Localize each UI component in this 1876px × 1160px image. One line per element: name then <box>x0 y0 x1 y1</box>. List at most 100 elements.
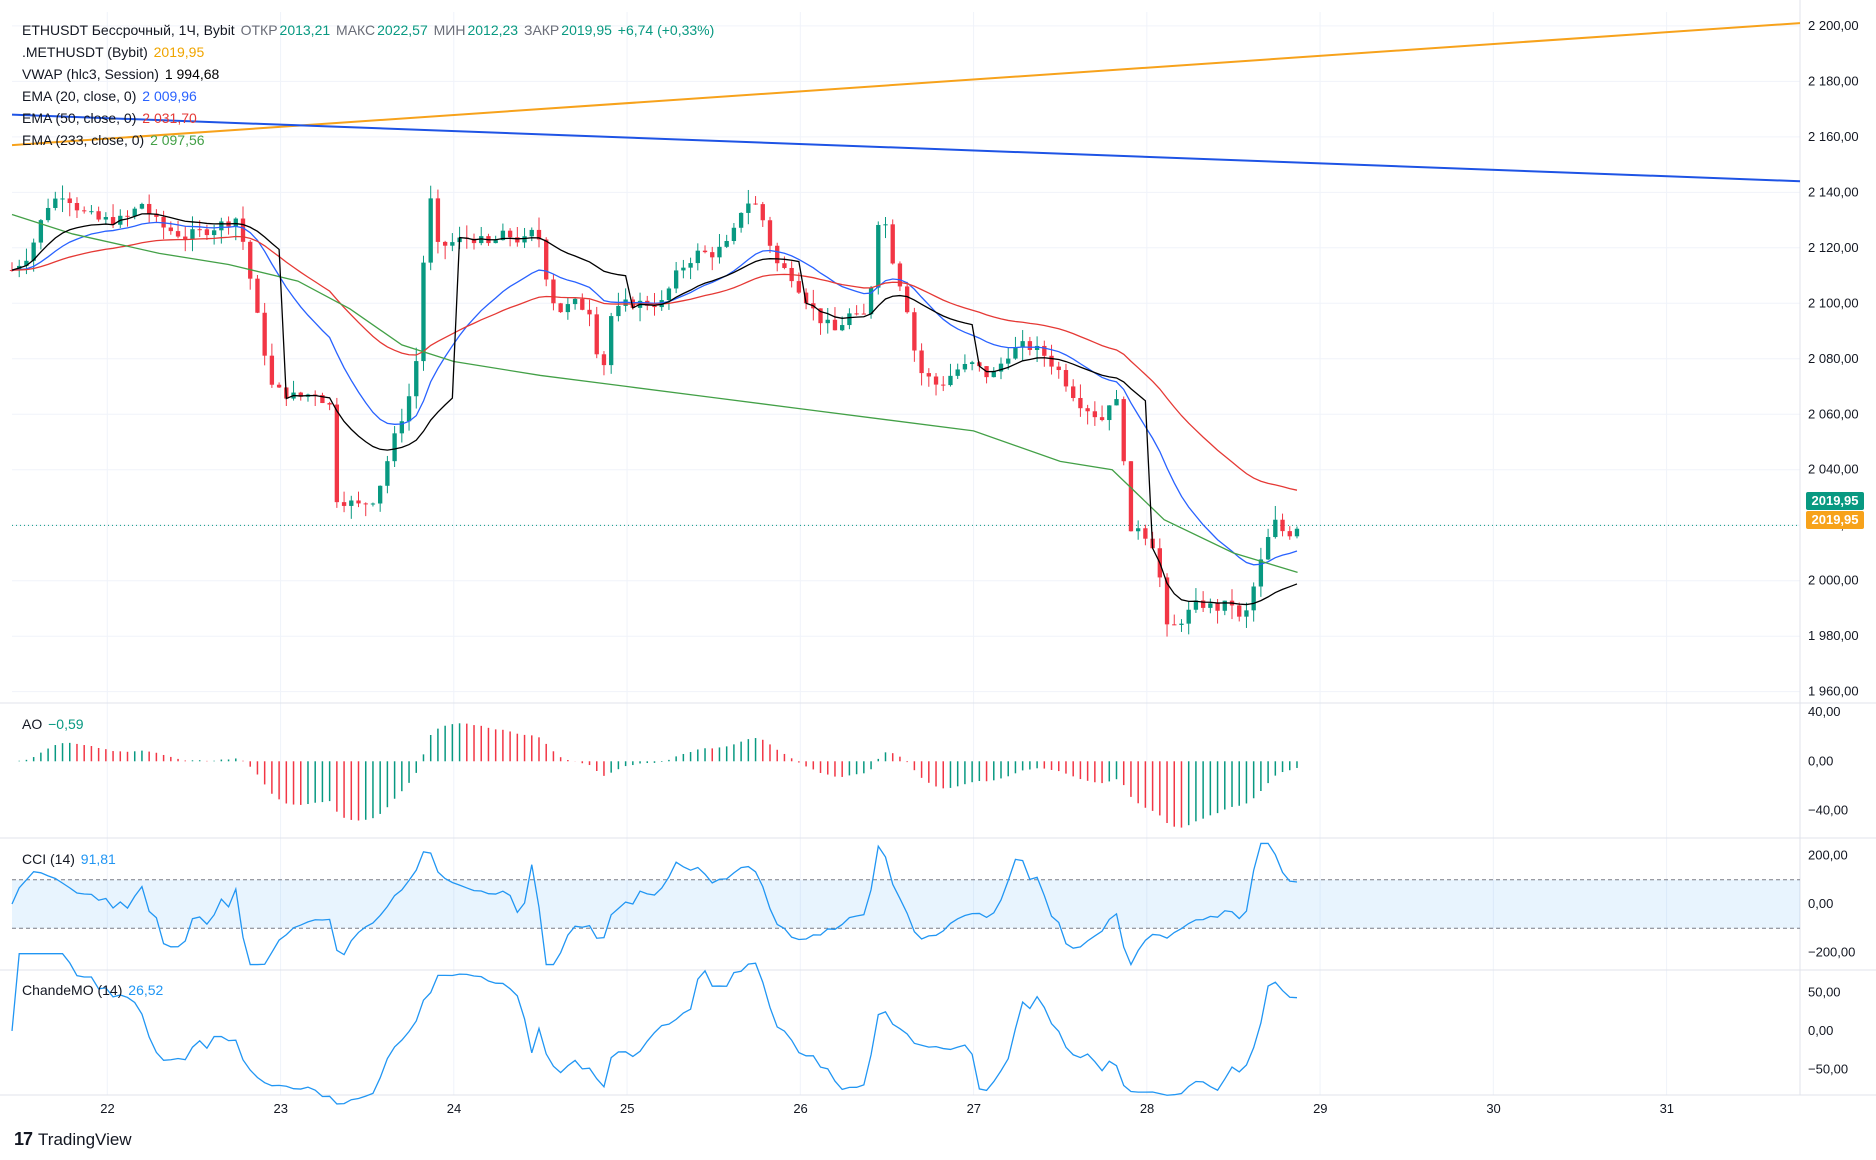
cci-axis-label: 200,00 <box>1808 848 1848 863</box>
candle-body <box>1287 531 1292 537</box>
indicator-legend-3[interactable]: EMA (50, close, 0) 2 031,70 <box>22 108 199 128</box>
candle-body <box>1237 605 1242 617</box>
candle-body <box>82 210 87 212</box>
candle-body <box>204 229 210 236</box>
candle-body <box>767 220 773 246</box>
candle-body <box>998 363 1004 372</box>
candle-body <box>1215 603 1220 611</box>
candle-body <box>327 403 332 405</box>
indicator-legend-1[interactable]: VWAP (hlc3, Session) 1 994,68 <box>22 64 221 84</box>
candle-body <box>912 312 917 351</box>
candle-body <box>1265 537 1271 560</box>
candle-body <box>45 207 51 221</box>
candle-body <box>876 224 881 288</box>
tradingview-logo[interactable]: 17 TradingView <box>14 1129 132 1150</box>
candle-body <box>558 303 563 313</box>
indicator-value: 1 994,68 <box>164 66 220 82</box>
indicator-label: EMA (20, close, 0) <box>22 88 137 104</box>
cmo-legend[interactable]: ChandeMO (14) 26,52 <box>22 980 165 1000</box>
candle-body <box>609 316 614 366</box>
ao-legend[interactable]: AO −0,59 <box>22 714 86 734</box>
candle-body <box>962 363 968 370</box>
close-label: ЗАКР <box>523 22 560 38</box>
candle-body <box>1049 355 1054 367</box>
candle-body <box>652 305 657 308</box>
price-axis-label: 2 100,00 <box>1808 295 1859 310</box>
candle-body <box>507 230 513 238</box>
brand-label: TradingView <box>38 1129 132 1149</box>
candle-body <box>1258 559 1264 587</box>
tradingview-logo-icon: 17 <box>14 1129 33 1149</box>
candle-body <box>89 211 94 213</box>
candle-body <box>125 215 130 217</box>
candle-body <box>587 309 592 315</box>
candle-body <box>31 242 36 261</box>
low-label: МИН <box>433 22 466 38</box>
candle-body <box>103 217 109 220</box>
candle-body <box>38 220 44 243</box>
candle-body <box>695 250 700 264</box>
candle-body <box>435 198 441 242</box>
candle-body <box>702 250 708 253</box>
candle-body <box>1251 586 1256 611</box>
candle-body <box>544 239 549 280</box>
candle-body <box>370 503 376 505</box>
price-axis-label: 1 960,00 <box>1808 684 1859 699</box>
cci-axis-label: −200,00 <box>1808 944 1855 959</box>
vwap-line <box>11 213 1298 606</box>
candle-body <box>803 292 809 304</box>
indicator-label: EMA (50, close, 0) <box>22 110 137 126</box>
candle-body <box>991 371 996 378</box>
candle-body <box>969 362 975 364</box>
candle-body <box>594 314 599 355</box>
candle-body <box>183 236 188 240</box>
blue-trendline <box>11 113 1801 183</box>
candle-body <box>428 198 433 263</box>
candle-body <box>414 361 419 397</box>
candle-body <box>738 212 744 228</box>
candle-body <box>110 217 116 225</box>
price-axis-label: 2 000,00 <box>1808 573 1859 588</box>
indicator-value: 2 009,96 <box>142 88 197 104</box>
indicator-legend-0[interactable]: .METHUSDT (Bybit) 2019,95 <box>22 42 206 62</box>
indicator-label: VWAP (hlc3, Session) <box>22 66 159 82</box>
indicator-legend-2[interactable]: EMA (20, close, 0) 2 009,96 <box>22 86 199 106</box>
price-axis-label: 2 120,00 <box>1808 240 1859 255</box>
candle-body <box>9 270 15 271</box>
ema-20-line <box>11 221 1298 566</box>
candle-body <box>255 278 260 313</box>
ao-axis-label: 40,00 <box>1808 704 1841 719</box>
candle-body <box>240 218 246 242</box>
candle-body <box>1172 624 1177 626</box>
candle-body <box>479 236 484 244</box>
price-axis-label: 2 200,00 <box>1808 18 1859 33</box>
candle-body <box>442 241 448 246</box>
candle-body <box>1280 519 1285 532</box>
cci-axis-label: 0,00 <box>1808 896 1833 911</box>
candle-body <box>818 308 823 324</box>
candle-body <box>132 208 137 217</box>
candle-body <box>868 287 874 315</box>
cmo-value: 26,52 <box>128 982 164 998</box>
candle-body <box>356 500 361 504</box>
time-axis-label: 26 <box>793 1101 807 1116</box>
candle-body <box>471 238 477 244</box>
candle-body <box>211 230 217 236</box>
cmo-axis-label: 0,00 <box>1808 1023 1833 1038</box>
candle-body <box>883 224 888 226</box>
candle-body <box>1121 399 1126 462</box>
candle-body <box>96 211 101 220</box>
candle-body <box>53 198 58 208</box>
candle-body <box>572 298 578 305</box>
candle-body <box>601 354 607 366</box>
candle-body <box>219 221 224 231</box>
cci-legend[interactable]: CCI (14) 91,81 <box>22 849 118 869</box>
candle-body <box>565 304 571 313</box>
open-label: ОТКР <box>240 22 278 38</box>
indicator-legend-4[interactable]: EMA (233, close, 0) 2 097,56 <box>22 130 207 150</box>
candle-body <box>919 350 924 374</box>
cmo-line <box>11 953 1298 1105</box>
high-value: 2022,57 <box>377 22 428 38</box>
price-axis-label: 2 080,00 <box>1808 351 1859 366</box>
